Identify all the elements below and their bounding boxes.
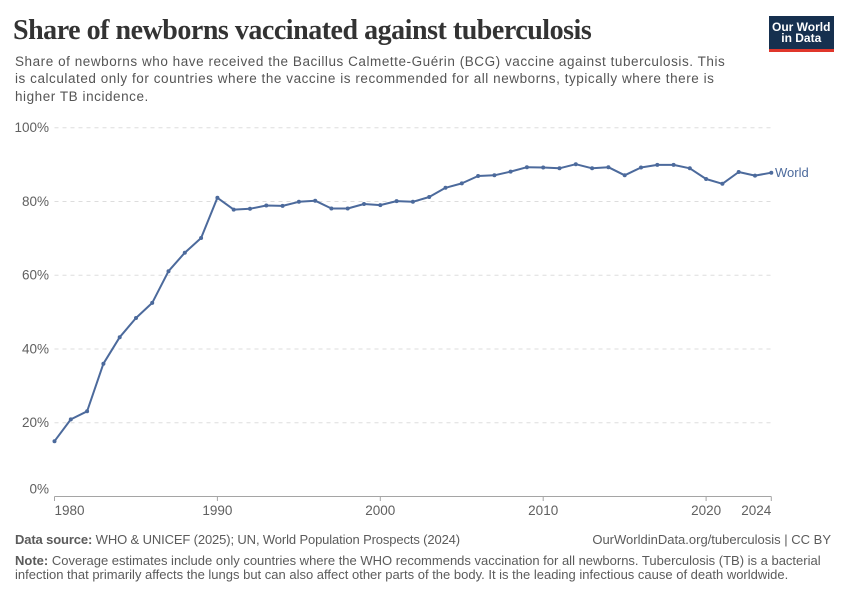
svg-text:2024: 2024 [741,503,772,518]
svg-text:0%: 0% [29,482,49,497]
svg-text:20%: 20% [22,415,49,430]
svg-text:2010: 2010 [528,503,558,518]
svg-text:60%: 60% [22,268,49,283]
svg-text:1990: 1990 [202,503,232,518]
svg-text:2020: 2020 [691,503,721,518]
svg-text:1980: 1980 [55,503,85,518]
svg-text:2000: 2000 [365,503,395,518]
svg-text:40%: 40% [22,342,49,357]
svg-text:100%: 100% [14,120,49,135]
svg-text:World: World [775,165,809,180]
svg-text:80%: 80% [22,194,49,209]
